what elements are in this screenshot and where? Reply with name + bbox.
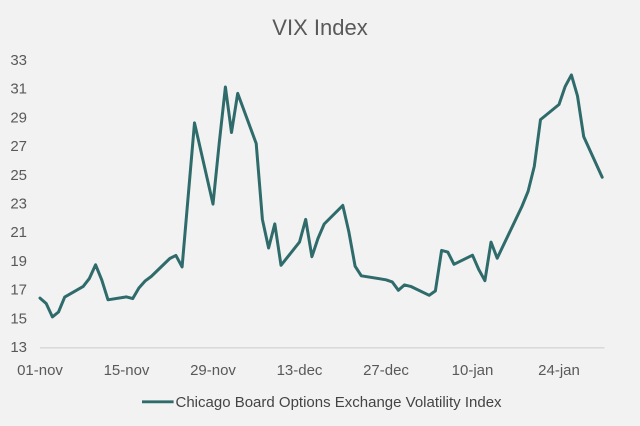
svg-text:VIX Index: VIX Index: [272, 15, 367, 40]
svg-text:19: 19: [10, 253, 27, 270]
svg-text:29-nov: 29-nov: [190, 362, 236, 379]
svg-text:25: 25: [10, 167, 27, 184]
svg-text:24-jan: 24-jan: [538, 362, 580, 379]
svg-text:Chicago Board Options Exchange: Chicago Board Options Exchange Volatilit…: [176, 394, 503, 411]
svg-text:13: 13: [10, 339, 27, 356]
svg-text:33: 33: [10, 52, 27, 69]
svg-text:23: 23: [10, 196, 27, 213]
svg-text:27-dec: 27-dec: [363, 362, 409, 379]
svg-text:10-jan: 10-jan: [452, 362, 494, 379]
svg-text:21: 21: [10, 224, 27, 241]
svg-text:15: 15: [10, 310, 27, 327]
svg-text:29: 29: [10, 109, 27, 126]
svg-text:17: 17: [10, 282, 27, 299]
svg-text:27: 27: [10, 138, 27, 155]
svg-text:31: 31: [10, 81, 27, 98]
svg-text:15-nov: 15-nov: [104, 362, 150, 379]
svg-text:13-dec: 13-dec: [277, 362, 323, 379]
svg-text:01-nov: 01-nov: [17, 362, 63, 379]
